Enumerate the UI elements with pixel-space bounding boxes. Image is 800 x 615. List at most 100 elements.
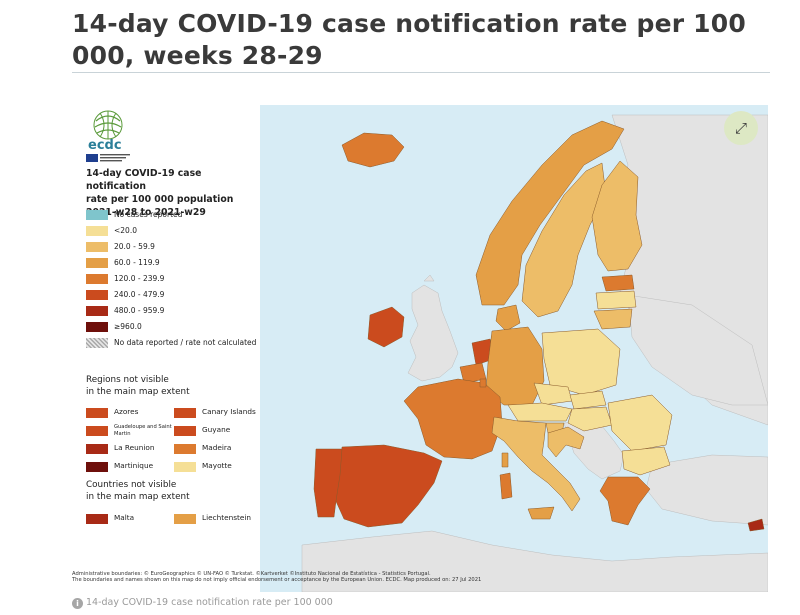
- legend-swatch: [86, 514, 108, 524]
- country-greece[interactable]: [599, 476, 651, 526]
- legend-region-label: Martinique: [114, 461, 154, 470]
- footnote-line: Administrative boundaries: © EuroGeograp…: [72, 571, 431, 577]
- country-finland[interactable]: [591, 160, 643, 272]
- legend-swatch: [174, 514, 196, 524]
- countries-heading-line: in the main map extent: [86, 491, 190, 502]
- legend-swatch: [174, 408, 196, 418]
- country-norway[interactable]: [475, 120, 625, 306]
- map-caption: i 14-day COVID-19 case notification rate …: [72, 596, 772, 610]
- legend-swatch: [86, 338, 108, 348]
- legend-class-label: No cases reported: [114, 210, 183, 219]
- legend-region-item: Martinique: [86, 459, 178, 477]
- country-latvia[interactable]: [595, 290, 637, 310]
- country-hungary[interactable]: [567, 406, 613, 432]
- legend-swatch: [86, 210, 108, 220]
- legend-class-label: 240.0 - 479.9: [114, 290, 165, 299]
- caption-text: 14-day COVID-19 case notification rate p…: [86, 597, 333, 608]
- country-italy[interactable]: [491, 416, 581, 512]
- legend-swatch: [86, 242, 108, 252]
- country-sardinia[interactable]: [499, 472, 513, 500]
- map-container[interactable]: ecdc 14-day COVID-19 case notification r…: [72, 105, 768, 592]
- legend-class-label: 480.0 - 959.9: [114, 306, 165, 315]
- country-portugal[interactable]: [313, 448, 343, 518]
- country-austria[interactable]: [507, 402, 573, 422]
- legend-region-item: Mayotte: [174, 459, 266, 477]
- country-croatia[interactable]: [547, 426, 585, 458]
- legend-region-label: La Reunion: [114, 443, 155, 452]
- legend-swatch: [86, 426, 108, 436]
- country-spain[interactable]: [333, 444, 443, 528]
- page-title: 14-day COVID-19 case notification rate p…: [72, 9, 746, 70]
- legend-region-label: Canary Islands: [202, 407, 256, 416]
- country-ireland[interactable]: [367, 306, 405, 348]
- legend-swatch: [174, 444, 196, 454]
- legend-swatch: [86, 290, 108, 300]
- legend-region-item: Guyane: [174, 423, 266, 441]
- legend-swatch: [86, 408, 108, 418]
- regions-heading-line: in the main map extent: [86, 386, 190, 397]
- legend-class-label: 120.0 - 239.9: [114, 274, 165, 283]
- country-romania[interactable]: [607, 394, 673, 452]
- legend-region-item: Madeira: [174, 441, 266, 459]
- land-uk: [407, 284, 459, 382]
- map-legend: ecdc 14-day COVID-19 case notification r…: [72, 105, 260, 592]
- country-iceland[interactable]: [341, 132, 405, 168]
- legend-swatch: [86, 226, 108, 236]
- country-slovakia[interactable]: [569, 390, 607, 410]
- legend-class-label: 20.0 - 59.9: [114, 242, 155, 251]
- legend-class-label: ≥960.0: [114, 322, 142, 331]
- legend-swatch: [174, 462, 196, 472]
- ecdc-logo: ecdc: [86, 110, 130, 162]
- land-scotland-islands: [423, 274, 435, 282]
- title-divider: [72, 72, 770, 73]
- legend-class-label: 60.0 - 119.9: [114, 258, 160, 267]
- legend-class-label: <20.0: [114, 226, 137, 235]
- land-turkey: [645, 454, 768, 526]
- svg-text:ecdc: ecdc: [88, 138, 122, 153]
- europe-map[interactable]: [72, 105, 768, 592]
- country-denmark[interactable]: [495, 304, 521, 332]
- legend-title-line: 2021-w28 to 2021-w29: [86, 207, 206, 218]
- legend-region-label: Liechtenstein: [202, 513, 251, 522]
- legend-region-item: Azores: [86, 405, 178, 423]
- country-luxembourg[interactable]: [479, 378, 487, 388]
- land-north-africa: [301, 530, 768, 592]
- regions-heading-line: Regions not visible: [86, 375, 169, 385]
- legend-region-label: Guyane: [202, 425, 231, 434]
- countries-heading-line: Countries not visible: [86, 480, 177, 490]
- legend-region-label: Mayotte: [202, 461, 232, 470]
- legend-swatch: [86, 274, 108, 284]
- legend-swatch: [86, 322, 108, 332]
- country-corsica[interactable]: [501, 452, 509, 468]
- legend-region-label: Azores: [114, 407, 139, 416]
- legend-swatch: [86, 306, 108, 316]
- legend-swatch: [86, 258, 108, 268]
- country-lithuania[interactable]: [593, 308, 633, 330]
- map-footnote: Administrative boundaries: © EuroGeograp…: [72, 571, 768, 584]
- legend-region-label: Guadeloupe and Saint Martin: [114, 424, 172, 437]
- legend-region-label: Madeira: [202, 443, 232, 452]
- legend-region-item: Canary Islands: [174, 405, 266, 423]
- legend-region-item: Guadeloupe and Saint Martin: [86, 423, 178, 441]
- legend-region-item: Malta: [86, 511, 178, 529]
- legend-class-label: No data reported / rate not calculated: [114, 338, 257, 347]
- country-poland[interactable]: [541, 328, 621, 396]
- legend-region-item: La Reunion: [86, 441, 178, 459]
- legend-region-item: Liechtenstein: [174, 511, 266, 529]
- legend-swatch: [174, 426, 196, 436]
- legend-region-label: Malta: [114, 513, 135, 522]
- footnote-line: The boundaries and names shown on this m…: [72, 577, 482, 584]
- land-belarus-ukraine: [627, 294, 768, 406]
- country-estonia[interactable]: [601, 274, 635, 292]
- country-cyprus[interactable]: [747, 518, 765, 532]
- expand-arrows-icon: ⤢: [734, 118, 747, 137]
- legend-swatch: [86, 444, 108, 454]
- fullscreen-button[interactable]: ⤢: [724, 111, 758, 145]
- legend-title: 14-day COVID-19 case notification rate p…: [86, 167, 261, 219]
- countries-heading: Countries not visible in the main map ex…: [86, 480, 261, 503]
- country-bulgaria[interactable]: [621, 446, 671, 476]
- country-france[interactable]: [403, 378, 503, 460]
- country-sicily[interactable]: [527, 506, 555, 520]
- info-icon: i: [72, 598, 83, 609]
- legend-title-line: rate per 100 000 population: [86, 194, 234, 205]
